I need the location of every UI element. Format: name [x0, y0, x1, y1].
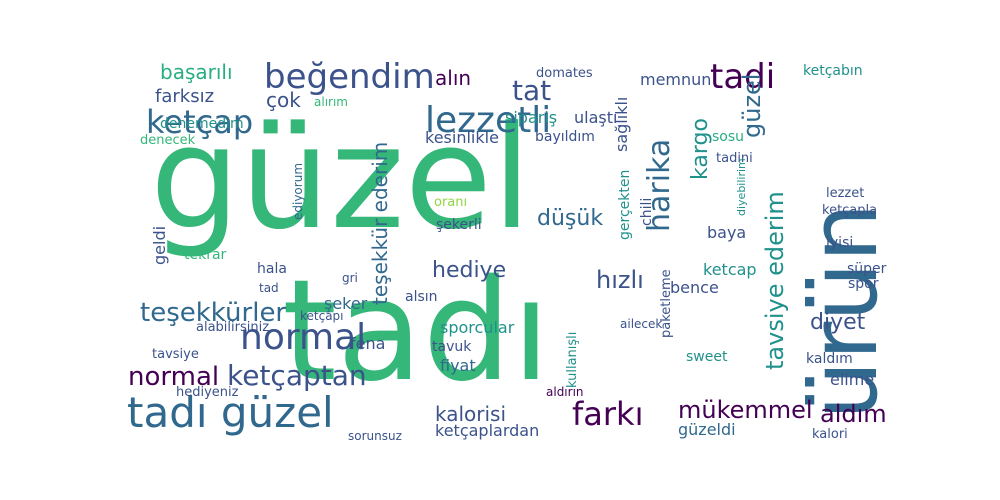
word-chili: chili — [639, 197, 655, 226]
word-tadi-guzel: tadı güzel — [127, 388, 334, 437]
word-sweet: sweet — [686, 349, 728, 365]
word-sekerli: şekerli — [436, 217, 482, 233]
word-super: süper — [847, 261, 887, 277]
word-alabilirsiniz: alabilirsiniz — [196, 320, 270, 335]
word-tat: tat — [512, 74, 552, 107]
word-bayildim: bayıldım — [535, 129, 595, 145]
word-hala: hala — [257, 261, 287, 277]
word-saglikli: sağlıklı — [612, 96, 631, 152]
word-lezzetli: lezzetli — [425, 100, 552, 141]
word-tadi-small: tadi — [710, 57, 776, 97]
word-hediyeniz: hediyeniz — [176, 385, 239, 400]
word-lezzet: lezzet — [826, 186, 865, 201]
word-ulasti: ulaştı — [574, 108, 618, 127]
word-tekrar: tekrar — [184, 247, 227, 263]
word-fena: fena — [350, 334, 386, 353]
word-alirim: alırım — [314, 95, 348, 109]
word-kullanisli: kullanışlı — [565, 331, 580, 388]
word-ketcapi: ketçapı — [300, 309, 344, 323]
word-dusuk: düşük — [537, 206, 604, 231]
word-tavsiye: tavsiye — [152, 347, 199, 362]
word-kalorisi: kalorisi — [435, 402, 507, 426]
word-ketcabin: ketçabın — [803, 63, 863, 79]
word-guzel-main: güzel — [150, 96, 532, 261]
word-hediye: hediye — [432, 258, 507, 283]
word-sorunsuz: sorunsuz — [348, 429, 402, 443]
word-ketcaptan: ketçaptan — [227, 359, 367, 392]
word-iyisi: iyisi — [826, 235, 854, 251]
word-normal-1: normal — [240, 317, 367, 358]
word-mukemmel: mükemmel — [678, 396, 813, 424]
word-denecek: denecek — [140, 133, 196, 148]
word-ketcapla: ketçapla — [822, 203, 878, 218]
word-tesekkur-ederim: teşekkür ederim — [368, 141, 392, 305]
word-geldi: geldi — [150, 225, 169, 265]
word-begendim: beğendim — [264, 57, 435, 97]
word-normal-2: normal — [128, 362, 220, 392]
word-ketcaplardan: ketçaplardan — [435, 421, 540, 440]
word-kesinlikle: kesinlikle — [425, 128, 499, 147]
word-cok: çok — [266, 88, 301, 112]
word-ediyorum: ediyorum — [291, 162, 305, 220]
word-ketcap-2: ketcap — [703, 260, 757, 279]
word-tavsiye-ederim: tavsiye ederim — [761, 191, 789, 370]
word-ailecek: ailecek — [620, 317, 663, 331]
word-guzeldi: güzeldi — [678, 420, 736, 439]
word-tadi-main: tadı — [282, 250, 551, 413]
word-aldirin: aldırın — [546, 385, 584, 399]
word-alin: alın — [435, 66, 472, 90]
word-gercekten: gerçekten — [617, 169, 633, 240]
word-siparis: sipariş — [505, 108, 558, 127]
word-kargo: kargo — [688, 118, 713, 180]
word-ketcap: ketçap — [146, 103, 254, 141]
word-alsin: alsın — [405, 289, 438, 305]
word-elime: elime — [830, 370, 875, 389]
word-fiyat: fiyat — [440, 356, 476, 375]
word-tavuk: tavuk — [432, 339, 472, 355]
word-bence: bence — [670, 278, 719, 297]
word-kalori: kalori — [812, 427, 848, 442]
word-orani: oranı — [434, 195, 468, 210]
word-denemedim: denemedim — [160, 116, 244, 132]
word-hizli: hızlı — [596, 266, 644, 294]
word-aldim: aldım — [820, 400, 887, 428]
word-tad: tad — [259, 281, 279, 295]
word-sporcular: sporcular — [440, 318, 515, 337]
word-domates: domates — [536, 66, 593, 81]
word-farki: farkı — [572, 395, 644, 433]
word-diyet: diyet — [810, 310, 866, 335]
word-kaldim: kaldım — [806, 351, 853, 367]
word-gri: gri — [342, 271, 358, 285]
word-seker: şeker — [324, 294, 368, 313]
word-basarili: başarılı — [160, 60, 233, 84]
word-tadini: tadini — [716, 151, 753, 166]
word-tesekkurler: teşekkürler — [140, 298, 287, 328]
word-farksiz: farksız — [155, 86, 215, 107]
word-diyebilirim: diyebilirim — [735, 158, 748, 216]
word-baya: baya — [707, 223, 747, 242]
word-spor: spor — [848, 276, 879, 292]
word-memnun: memnun — [640, 70, 712, 89]
word-sosu: sosu — [712, 129, 745, 145]
